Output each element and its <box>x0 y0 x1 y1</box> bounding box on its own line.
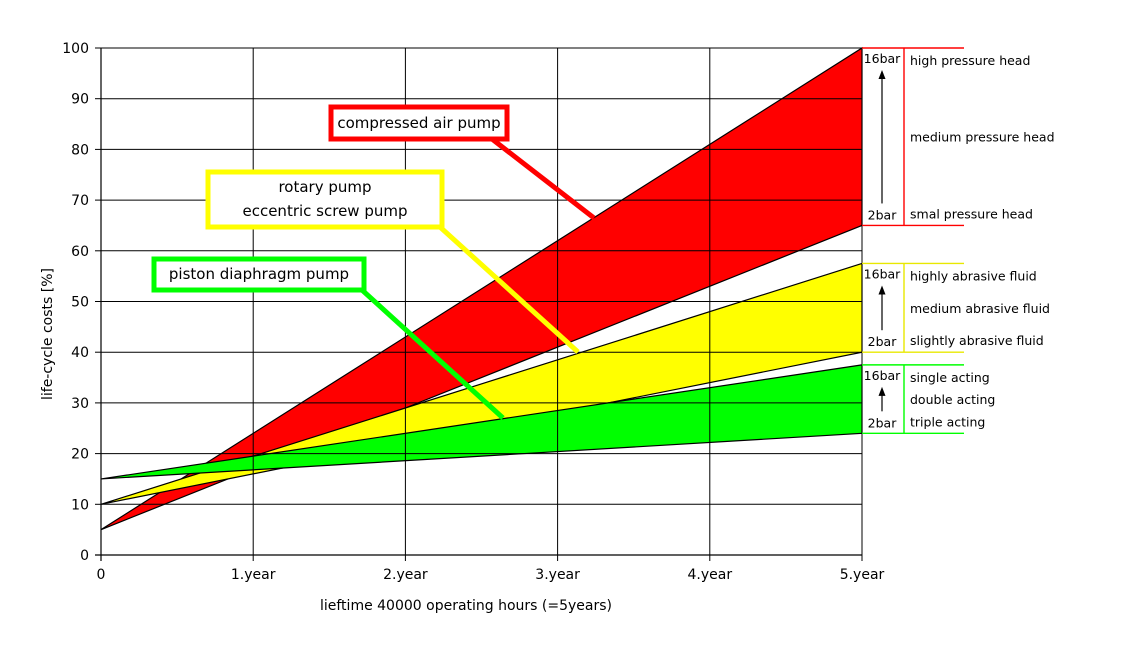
range-label-0-1: medium pressure head <box>910 130 1055 145</box>
range-annotations: 16bar 2bar high pressure head medium pressu… <box>862 47 1055 435</box>
y-tick-label-90: 90 <box>71 92 89 108</box>
band-2 <box>100 364 863 480</box>
callout-leader-0 <box>490 137 596 220</box>
range-label-2-0: single acting <box>910 370 990 385</box>
pressure-arrow-head-1 <box>878 285 886 295</box>
x-tick-label-3: 3.year <box>535 567 580 583</box>
pressure-top-label-0: 16bar <box>864 51 902 66</box>
range-label-1-1: medium abrasive fluid <box>910 301 1050 316</box>
pressure-bottom-label-0: 2bar <box>868 207 898 222</box>
callout-text-2-0: piston diaphragm pump <box>169 265 349 283</box>
callout-box-2 <box>151 256 367 293</box>
range-label-2-2: triple acting <box>910 414 985 429</box>
y-tick-label-0: 0 <box>80 548 89 564</box>
pressure-bottom-label-1: 2bar <box>868 334 898 349</box>
y-tick-label-40: 40 <box>71 345 89 361</box>
y-axis-label: life-cycle costs [%] <box>40 268 56 400</box>
x-tick-label-2: 2.year <box>383 567 428 583</box>
range-label-2-1: double acting <box>910 392 995 407</box>
axes <box>95 47 863 561</box>
pressure-arrow-head-2 <box>878 386 886 396</box>
range-label-1-2: slightly abrasive fluid <box>910 333 1044 348</box>
y-tick-label-20: 20 <box>71 447 89 463</box>
pressure-top-label-1: 16bar <box>864 266 902 281</box>
pressure-top-label-2: 16bar <box>864 368 902 383</box>
x-tick-label-5: 5.year <box>840 567 885 583</box>
range-label-1-0: highly abrasive fluid <box>910 268 1037 283</box>
x-tick-label-0: 0 <box>97 567 106 583</box>
pressure-bottom-label-2: 2bar <box>868 415 898 430</box>
pressure-arrow-head-0 <box>878 70 886 79</box>
x-tick-label-4: 4.year <box>688 567 733 583</box>
callout-text-1-0: rotary pump <box>278 178 371 196</box>
callout-text-0-0: compressed air pump <box>337 114 500 132</box>
y-tick-label-60: 60 <box>71 244 89 260</box>
range-label-0-2: smal pressure head <box>910 206 1033 221</box>
callout-leader-1 <box>438 225 580 354</box>
y-tick-label-70: 70 <box>71 193 89 209</box>
x-tick-label-1: 1.year <box>231 567 276 583</box>
y-tick-label-100: 100 <box>62 41 89 57</box>
callouts: compressed air pump rotary pump eccentric … <box>151 104 596 420</box>
callout-leader-2 <box>360 288 505 420</box>
y-tick-label-80: 80 <box>71 142 89 158</box>
y-tick-label-50: 50 <box>71 295 89 311</box>
tick-labels: 0 10 20 30 40 50 60 70 80 90 100 0 1.year 2.year 3.yea… <box>62 41 884 583</box>
y-tick-label-10: 10 <box>71 497 89 513</box>
x-axis-label: lieftime 40000 operating hours (=5years) <box>320 598 612 614</box>
callout-text-1-1: eccentric screw pump <box>242 202 407 220</box>
y-tick-label-30: 30 <box>71 396 89 412</box>
callout-box-0 <box>328 104 510 142</box>
range-label-0-0: high pressure head <box>910 53 1030 68</box>
callout-box-1 <box>205 169 445 230</box>
